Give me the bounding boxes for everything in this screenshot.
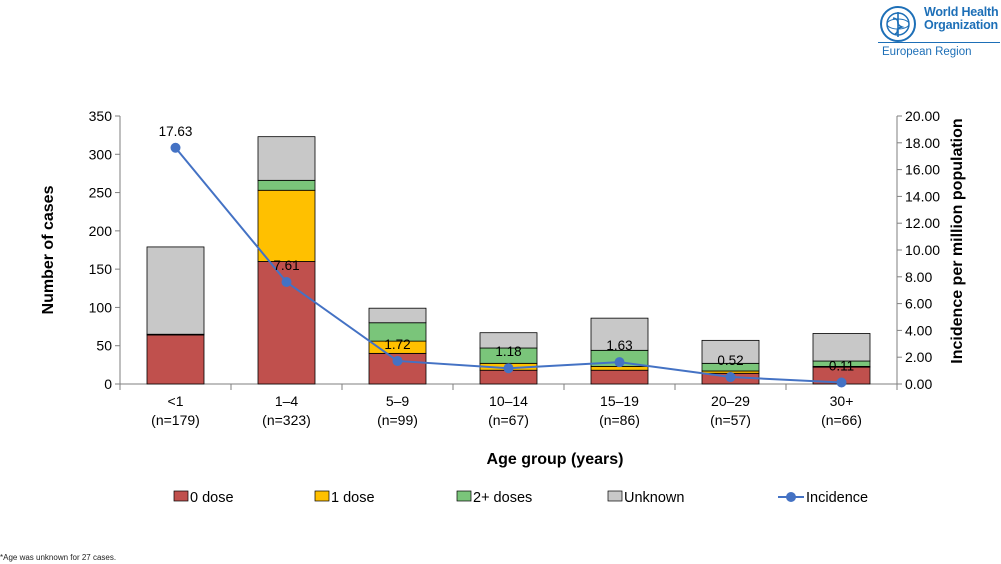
y-tick-label: 150 — [89, 261, 113, 277]
y-tick-label: 50 — [96, 338, 112, 354]
y2-axis-title: Incidence per million population — [949, 118, 966, 363]
bar-segment — [257, 136, 316, 181]
legend-swatch — [173, 490, 189, 502]
incidence-data-label: 17.63 — [159, 124, 193, 139]
legend-label: 2+ doses — [473, 490, 532, 506]
y2-tick-label: 6.00 — [905, 296, 932, 312]
x-tick-count: (n=99) — [377, 412, 418, 428]
legend-label: Incidence — [806, 490, 868, 506]
x-tick-label: 30+ — [830, 393, 854, 409]
incidence-point — [392, 355, 403, 366]
y2-tick-label: 0.00 — [905, 376, 932, 392]
legend-swatch — [456, 490, 472, 502]
bar-segment — [146, 334, 205, 385]
who-org-name: World Health Organization — [924, 5, 999, 32]
y-tick-label: 350 — [89, 108, 113, 124]
incidence-data-label: 1.18 — [495, 344, 521, 359]
x-tick-count: (n=66) — [821, 412, 862, 428]
bar-segment — [701, 339, 760, 364]
x-tick-label: <1 — [168, 393, 184, 409]
logo-divider — [878, 42, 1000, 43]
bar-segment — [257, 179, 316, 191]
bar-segment — [590, 369, 649, 385]
incidence-point — [836, 377, 847, 388]
who-org-line1: World Health — [924, 5, 999, 19]
x-tick-count: (n=86) — [599, 412, 640, 428]
incidence-point — [281, 277, 292, 288]
incidence-point — [503, 363, 514, 374]
incidence-data-label: 1.72 — [384, 337, 410, 352]
y-tick-label: 200 — [89, 223, 113, 239]
y-tick-label: 300 — [89, 146, 113, 162]
y2-tick-label: 4.00 — [905, 322, 932, 338]
y2-tick-label: 16.00 — [905, 162, 940, 178]
legend-swatch — [607, 490, 623, 502]
legend-line-marker — [786, 492, 796, 502]
x-tick-label: 15–19 — [600, 393, 639, 409]
incidence-data-label: 7.61 — [273, 258, 299, 273]
y2-tick-label: 18.00 — [905, 135, 940, 151]
x-tick-label: 1–4 — [275, 393, 299, 409]
legend-label: Unknown — [624, 490, 684, 506]
who-emblem-icon — [880, 6, 916, 42]
y2-tick-label: 20.00 — [905, 108, 940, 124]
incidence-data-label: 0.52 — [717, 353, 743, 368]
incidence-point — [614, 357, 625, 368]
y2-tick-label: 8.00 — [905, 269, 932, 285]
y2-tick-label: 14.00 — [905, 188, 940, 204]
y-tick-label: 0 — [104, 376, 112, 392]
bar-segment — [479, 332, 538, 349]
x-tick-label: 10–14 — [489, 393, 528, 409]
bar-segment — [257, 189, 316, 262]
legend-label: 0 dose — [190, 490, 234, 506]
incidence-point — [170, 142, 181, 153]
y-tick-label: 250 — [89, 185, 113, 201]
legend-swatch — [314, 490, 330, 502]
who-logo: World Health Organization European Regio… — [876, 2, 1001, 62]
footnote: *Age was unknown for 27 cases. — [0, 553, 117, 562]
x-axis-title: Age group (years) — [487, 451, 624, 468]
y2-tick-label: 2.00 — [905, 349, 932, 365]
who-org-line2: Organization — [924, 18, 998, 32]
bar-segment — [812, 333, 871, 362]
x-tick-label: 5–9 — [386, 393, 410, 409]
x-tick-count: (n=323) — [262, 412, 311, 428]
y-tick-label: 100 — [89, 299, 113, 315]
legend-label: 1 dose — [331, 490, 375, 506]
bar-segment — [590, 317, 649, 351]
bar-segment — [146, 246, 205, 335]
x-tick-count: (n=179) — [151, 412, 200, 428]
incidence-data-label: 0.11 — [829, 359, 854, 374]
who-region: European Region — [882, 46, 972, 58]
x-tick-count: (n=57) — [710, 412, 751, 428]
x-tick-label: 20–29 — [711, 393, 750, 409]
y2-tick-label: 10.00 — [905, 242, 940, 258]
y-axis-title: Number of cases — [40, 185, 57, 314]
y2-tick-label: 12.00 — [905, 215, 940, 231]
x-tick-count: (n=67) — [488, 412, 529, 428]
bar-segment — [368, 307, 427, 324]
incidence-point — [725, 372, 736, 383]
incidence-data-label: 1.63 — [606, 338, 632, 353]
